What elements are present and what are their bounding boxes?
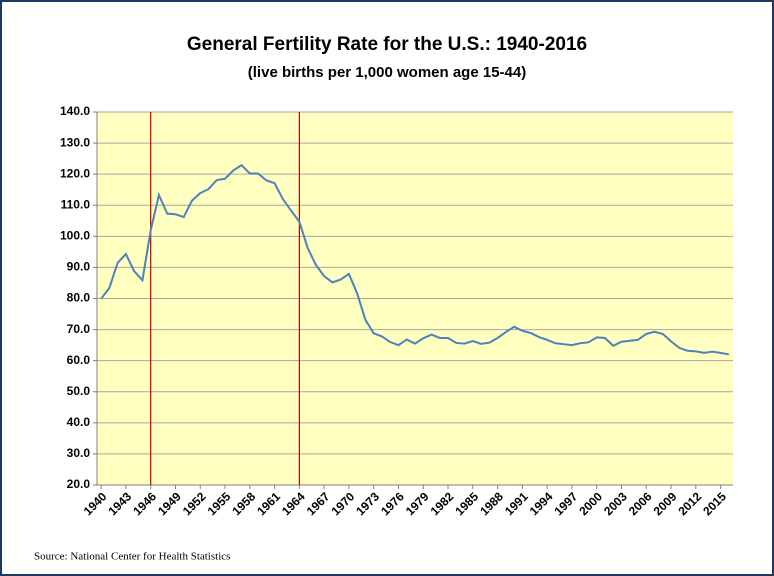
data-line — [100, 163, 730, 356]
y-tick-label: 70.0 — [67, 322, 91, 336]
y-tick-label: 30.0 — [67, 446, 91, 460]
y-tick-label: 100.0 — [60, 229, 90, 243]
chart-subtitle: (live births per 1,000 women age 15-44) — [248, 64, 526, 81]
y-tick-label: 120.0 — [60, 166, 90, 180]
y-tick-label: 40.0 — [67, 415, 91, 429]
y-tick-label: 20.0 — [67, 477, 91, 491]
y-tick-label: 50.0 — [67, 384, 91, 398]
source-note: Source: National Center for Health Stati… — [34, 551, 230, 563]
y-tick-label: 60.0 — [67, 353, 91, 367]
y-tick-label: 130.0 — [60, 135, 90, 149]
y-tick-label: 80.0 — [67, 291, 91, 305]
y-tick-label: 140.0 — [60, 104, 90, 118]
chart-title: General Fertility Rate for the U.S.: 194… — [187, 34, 587, 55]
y-tick-label: 90.0 — [67, 260, 91, 274]
y-tick-label: 110.0 — [61, 197, 91, 211]
